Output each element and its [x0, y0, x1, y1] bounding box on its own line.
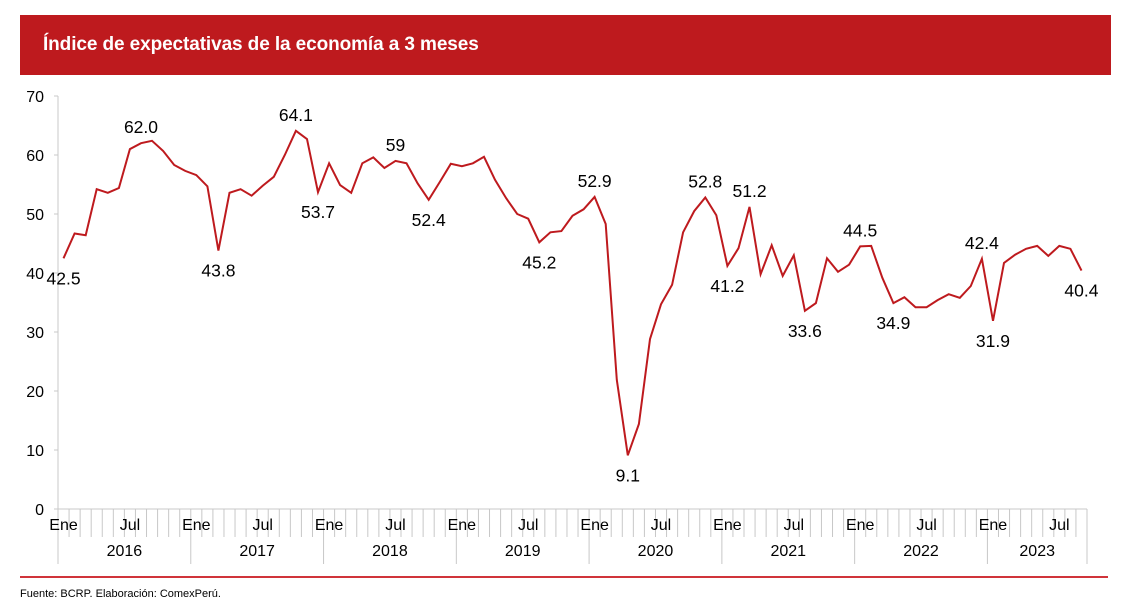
x-year-label: 2016 [107, 543, 143, 560]
series-line [62, 129, 1083, 456]
y-tick-label: 20 [26, 384, 44, 401]
data-label: 42.4 [965, 233, 999, 253]
x-month-label: Ene [182, 517, 211, 534]
data-label: 34.9 [876, 313, 910, 333]
x-year-label: 2017 [239, 543, 275, 560]
chart-title: Índice de expectativas de la economía a … [43, 34, 479, 55]
data-label: 41.2 [710, 276, 744, 296]
data-label: 64.1 [279, 105, 313, 125]
y-tick-label: 0 [35, 502, 44, 519]
x-month-label: Jul [252, 517, 272, 534]
x-month-label: Jul [916, 517, 936, 534]
x-year-label: 2018 [372, 543, 408, 560]
x-month-label: Jul [1049, 517, 1069, 534]
x-year-label: 2023 [1019, 543, 1055, 560]
x-month-label: Ene [49, 517, 78, 534]
x-month-label: Jul [385, 517, 405, 534]
x-month-label: Ene [580, 517, 609, 534]
data-label: 31.9 [976, 331, 1010, 351]
y-tick-label: 10 [26, 443, 44, 460]
x-month-label: Ene [315, 517, 344, 534]
data-label: 45.2 [522, 252, 556, 272]
data-label: 43.8 [201, 261, 235, 281]
x-month-label: Jul [784, 517, 804, 534]
x-year-label: 2021 [770, 543, 806, 560]
y-tick-label: 30 [26, 325, 44, 342]
x-month-label: Ene [448, 517, 477, 534]
data-label: 42.5 [47, 268, 81, 288]
y-tick-label: 70 [26, 89, 44, 106]
data-label: 52.4 [412, 210, 446, 230]
x-month-label: Jul [518, 517, 538, 534]
data-label: 9.1 [616, 465, 640, 485]
footer-divider [20, 576, 1108, 578]
data-label: 53.7 [301, 202, 335, 222]
x-month-label: Ene [713, 517, 742, 534]
data-label: 52.9 [578, 171, 612, 191]
y-tick-label: 40 [26, 266, 44, 283]
source-note: Fuente: BCRP. Elaboración: ComexPerú. [20, 588, 221, 600]
data-label: 44.5 [843, 220, 877, 240]
y-tick-label: 50 [26, 207, 44, 224]
x-year-label: 2022 [903, 543, 939, 560]
data-label: 62.0 [124, 117, 158, 137]
chart-header: Índice de expectativas de la economía a … [20, 15, 1111, 75]
y-tick-label: 60 [26, 148, 44, 165]
data-label: 52.8 [688, 171, 722, 191]
x-month-label: Ene [979, 517, 1008, 534]
x-year-label: 2019 [505, 543, 541, 560]
data-label: 51.2 [733, 181, 767, 201]
data-label: 40.4 [1064, 281, 1098, 301]
x-month-label: Jul [120, 517, 140, 534]
data-label: 33.6 [788, 321, 822, 341]
x-year-label: 2020 [638, 543, 674, 560]
x-month-label: Ene [846, 517, 875, 534]
x-month-label: Jul [651, 517, 671, 534]
data-label: 59 [386, 135, 405, 155]
